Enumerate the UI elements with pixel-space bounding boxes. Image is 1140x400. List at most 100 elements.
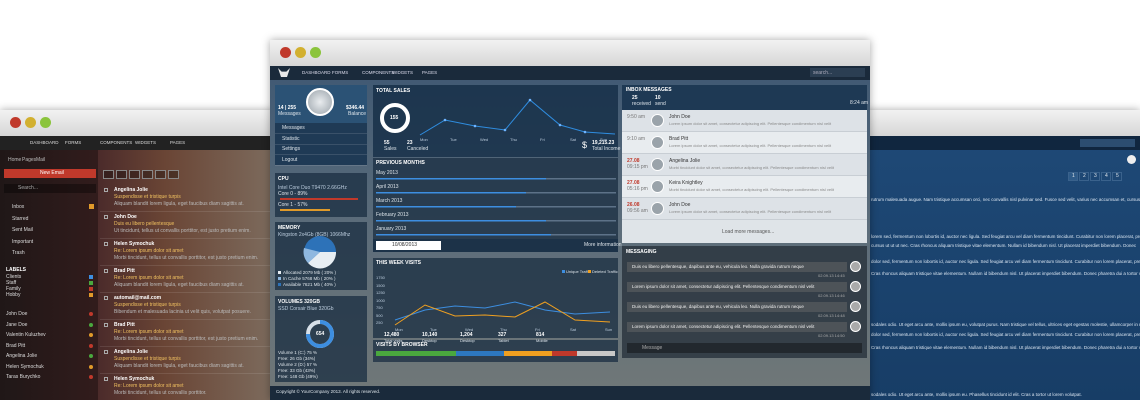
toolbar-button[interactable] <box>168 170 179 179</box>
label[interactable]: Hobby <box>6 292 21 298</box>
close-dot[interactable] <box>280 47 291 58</box>
message-row[interactable] <box>622 198 867 220</box>
button-label[interactable]: New Email <box>40 170 64 176</box>
mail-checkbox[interactable] <box>104 377 108 381</box>
contact[interactable]: John Doe <box>6 311 28 317</box>
min-dot[interactable] <box>25 117 36 128</box>
nav-item[interactable]: FORMS <box>332 70 349 75</box>
toolbar-button[interactable] <box>129 170 140 179</box>
close-dot[interactable] <box>10 117 21 128</box>
contact[interactable]: Jane Doe <box>6 321 28 328</box>
nav-item[interactable]: COMPONENTS <box>100 140 133 145</box>
page-number[interactable]: 4 <box>1105 173 1108 179</box>
breadcrumb[interactable]: Pages <box>22 157 37 163</box>
mail-subject[interactable]: Suspendisse et tristique turpis <box>114 356 181 362</box>
breadcrumb[interactable]: Home <box>8 157 22 163</box>
settings-icon[interactable] <box>1127 155 1136 164</box>
message-row[interactable] <box>622 176 867 198</box>
mail-checkbox[interactable] <box>104 296 108 300</box>
mail-checkbox[interactable] <box>104 242 108 246</box>
mail-subject[interactable]: Re: Lorem ipsum dolor sit amet <box>114 383 184 389</box>
mail-from[interactable]: Helen Symochuk <box>114 376 155 382</box>
label[interactable]: Clients <box>6 274 22 280</box>
mail-subject[interactable]: Suspendisse et tristique turpis <box>114 302 181 308</box>
mail-from[interactable]: Helen Symochuk <box>114 241 155 247</box>
contact[interactable]: Taras Burychko <box>6 374 41 380</box>
folder[interactable]: Sent Mail <box>12 227 33 233</box>
contact[interactable]: Valentin Kuluzhev <box>6 332 46 338</box>
message-row[interactable] <box>622 110 867 132</box>
nav-item[interactable]: DASHBOARD <box>302 70 331 75</box>
toolbar-button[interactable] <box>142 170 153 179</box>
label[interactable]: Family <box>6 286 21 292</box>
breadcrumb[interactable]: Mail <box>36 157 46 163</box>
message-row[interactable] <box>622 154 867 176</box>
min-dot[interactable] <box>295 47 306 58</box>
mail-from[interactable]: Brad Pitt <box>114 322 135 328</box>
page-number[interactable]: 1 <box>1072 173 1075 179</box>
page-button[interactable] <box>1090 172 1100 181</box>
mail-from[interactable]: John Doe <box>114 214 137 220</box>
page-number[interactable]: 5 <box>1116 173 1119 179</box>
mail-checkbox[interactable] <box>104 269 108 273</box>
mail-checkbox[interactable] <box>104 350 108 354</box>
page-number[interactable]: 2 <box>1083 173 1086 179</box>
message-input[interactable] <box>627 343 862 353</box>
page-number[interactable]: 3 <box>1094 173 1097 179</box>
folder[interactable]: Starred <box>12 215 29 222</box>
nav-item[interactable]: FORMS <box>65 140 82 145</box>
folder[interactable]: Important <box>12 238 34 245</box>
page-button[interactable] <box>1079 172 1089 181</box>
toolbar-button[interactable] <box>116 170 127 179</box>
month-label: February 2013 <box>376 212 409 218</box>
search-box[interactable] <box>810 68 865 77</box>
page-button[interactable] <box>1068 172 1078 181</box>
mail-from[interactable]: Angelina Jolie <box>114 349 148 355</box>
panel-title: INBOX MESSAGES <box>626 87 672 93</box>
page-button[interactable] <box>1112 172 1122 181</box>
mail-subject[interactable]: Re: Lorem ipsum dolor sit amet <box>114 329 184 335</box>
menu-item[interactable]: Settings <box>282 146 301 152</box>
nav-item[interactable]: WIDGETS <box>392 70 413 75</box>
mail-checkbox[interactable] <box>104 188 108 192</box>
contact[interactable]: Helen Symochuk <box>6 363 44 370</box>
input-placeholder[interactable]: Message <box>642 345 663 351</box>
mail-from[interactable]: Angelina Jolie <box>114 187 148 193</box>
new-email-button[interactable] <box>4 169 96 178</box>
max-dot[interactable] <box>310 47 321 58</box>
mail-checkbox[interactable] <box>104 323 108 327</box>
menu-item[interactable]: Logout <box>282 156 298 163</box>
mail-subject[interactable]: Suspendisse et tristique turpis <box>114 194 181 200</box>
message-row[interactable] <box>622 132 867 154</box>
toolbar-button[interactable] <box>155 170 166 179</box>
nav-item[interactable]: DASHBOARD <box>30 140 59 145</box>
load-more[interactable]: Load more messages... <box>722 229 775 235</box>
nav-item[interactable]: COMPONENTS <box>362 70 395 75</box>
mail-preview: Aliquam blandit lorem ligula, eget fauci… <box>114 201 244 207</box>
search-placeholder[interactable]: search... <box>813 70 833 76</box>
mail-subject[interactable]: Re: Lorem ipsum dolor sit amet <box>114 275 184 281</box>
search-placeholder[interactable]: Search... <box>18 185 39 191</box>
contact[interactable]: Brad Pitt <box>6 342 26 349</box>
label[interactable]: Staff <box>6 280 17 286</box>
mail-from[interactable]: Brad Pitt <box>114 268 135 274</box>
folder[interactable]: Inbox <box>12 204 25 210</box>
link[interactable]: More information <box>584 242 622 248</box>
folder[interactable]: Trash <box>12 250 25 256</box>
mail-checkbox[interactable] <box>104 215 108 219</box>
search-box[interactable] <box>4 184 96 193</box>
max-dot[interactable] <box>40 117 51 128</box>
nav-item[interactable]: PAGES <box>170 140 186 145</box>
search-box[interactable] <box>1080 139 1135 147</box>
menu-item[interactable]: Statistic <box>282 135 300 142</box>
nav-item[interactable]: PAGES <box>422 70 438 75</box>
menu-item[interactable]: Messages <box>282 125 305 131</box>
mail-subject[interactable]: Duis eu libero pellentesque <box>114 221 175 227</box>
mail-from[interactable]: automail@mail.com <box>114 295 162 301</box>
contact[interactable]: Angelina Jolie <box>6 353 38 359</box>
nav-item[interactable]: WIDGETS <box>135 140 156 145</box>
time: 8:24 am <box>850 100 869 106</box>
toolbar-button[interactable] <box>103 170 114 179</box>
mail-subject[interactable]: Re: Lorem ipsum dolor sit amet <box>114 248 184 254</box>
page-button[interactable] <box>1101 172 1111 181</box>
